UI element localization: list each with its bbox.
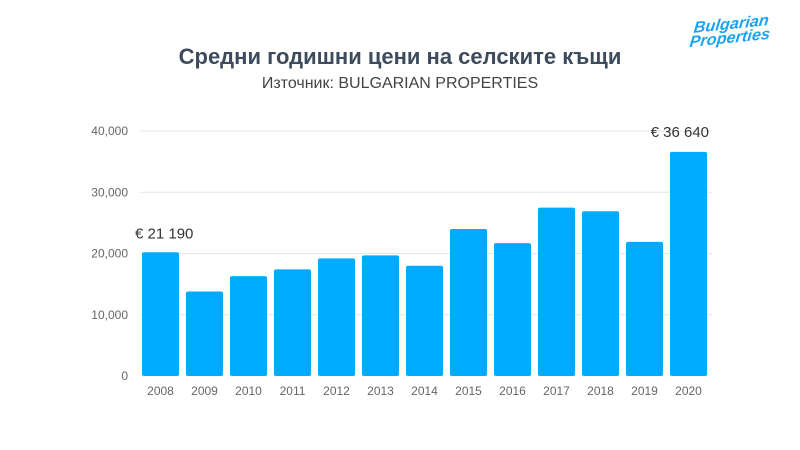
x-tick-label: 2020 xyxy=(675,384,702,398)
bar-2011 xyxy=(274,269,311,376)
bar-2017 xyxy=(538,207,575,376)
chart-title: Средни годишни цени на селските къщи xyxy=(178,44,622,69)
bar-2014 xyxy=(406,265,443,376)
x-tick-label: 2017 xyxy=(543,384,570,398)
x-tick-label: 2013 xyxy=(367,384,394,398)
x-tick-label: 2008 xyxy=(147,384,174,398)
data-label-2020: € 36 640 xyxy=(651,124,709,141)
x-tick-label: 2010 xyxy=(235,384,262,398)
bar-2012 xyxy=(318,258,355,376)
y-tick-label: 20,000 xyxy=(91,247,128,261)
bar-2010 xyxy=(230,276,267,376)
bar-2020 xyxy=(670,151,707,376)
bar-2018 xyxy=(582,211,619,376)
chart-subtitle: Източник: BULGARIAN PROPERTIES xyxy=(261,75,539,92)
x-tick-label: 2012 xyxy=(323,384,350,398)
x-tick-label: 2009 xyxy=(191,384,218,398)
x-tick-label: 2016 xyxy=(499,384,526,398)
x-tick-label: 2011 xyxy=(280,384,306,398)
bar-2019 xyxy=(626,241,663,376)
y-tick-label: 10,000 xyxy=(91,308,128,322)
bar-2015 xyxy=(450,229,487,376)
bar-2008 xyxy=(142,252,179,376)
bar-2013 xyxy=(362,255,399,376)
x-tick-label: 2015 xyxy=(455,384,482,398)
y-tick-label: 30,000 xyxy=(91,185,128,199)
y-tick-label: 0 xyxy=(121,369,128,383)
bar-2016 xyxy=(494,243,531,376)
x-tick-label: 2014 xyxy=(411,384,438,398)
data-label-2008: € 21 190 xyxy=(135,225,193,242)
x-tick-label: 2019 xyxy=(631,384,658,398)
x-tick-label: 2018 xyxy=(587,384,614,398)
y-tick-label: 40,000 xyxy=(91,124,128,138)
bar-2009 xyxy=(186,291,223,376)
